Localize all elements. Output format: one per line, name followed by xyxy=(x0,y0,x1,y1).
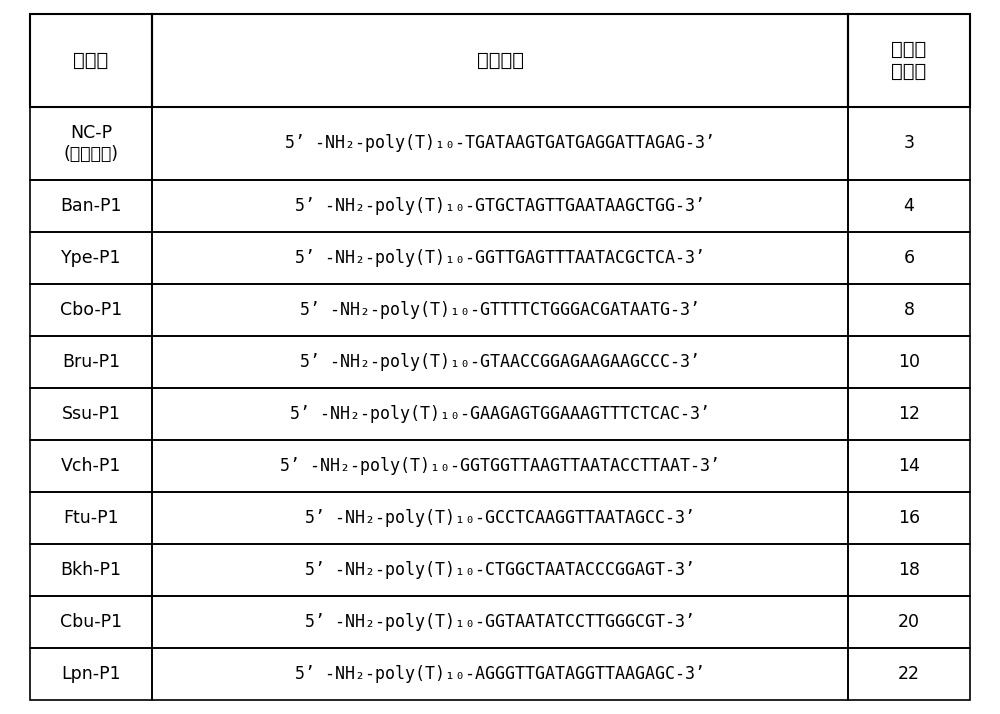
Text: 5’ -NH₂-poly(T)₁₀-GTGCTAGTTGAATAAGCTGG-3’: 5’ -NH₂-poly(T)₁₀-GTGCTAGTTGAATAAGCTGG-3… xyxy=(295,196,705,215)
Bar xyxy=(30,440,152,492)
Bar xyxy=(848,595,970,648)
Text: 10: 10 xyxy=(898,353,920,371)
Bar xyxy=(848,440,970,492)
Text: 5’ -NH₂-poly(T)₁₀-AGGGTTGATAGGTTAAGAGC-3’: 5’ -NH₂-poly(T)₁₀-AGGGTTGATAGGTTAAGAGC-3… xyxy=(295,665,705,683)
Text: 探针序列: 探针序列 xyxy=(477,51,524,70)
Bar xyxy=(30,180,152,231)
Bar xyxy=(848,492,970,543)
Text: 5’ -NH₂-poly(T)₁₀-TGATAAGTGATGAGGATTAGAG-3’: 5’ -NH₂-poly(T)₁₀-TGATAAGTGATGAGGATTAGAG… xyxy=(285,134,715,152)
Bar xyxy=(30,492,152,543)
Bar xyxy=(152,648,848,700)
Text: 5’ -NH₂-poly(T)₁₀-GTAACCGGAGAAGAAGCCC-3’: 5’ -NH₂-poly(T)₁₀-GTAACCGGAGAAGAAGCCC-3’ xyxy=(300,353,700,371)
Bar xyxy=(152,595,848,648)
Bar xyxy=(152,283,848,336)
Text: Bru-P1: Bru-P1 xyxy=(62,353,120,371)
Text: Lpn-P1: Lpn-P1 xyxy=(61,665,121,683)
Text: Ban-P1: Ban-P1 xyxy=(60,196,122,215)
Bar xyxy=(152,180,848,231)
Bar xyxy=(848,14,970,107)
Text: 14: 14 xyxy=(898,457,920,475)
Bar xyxy=(30,336,152,388)
Bar xyxy=(30,231,152,283)
Text: 5’ -NH₂-poly(T)₁₀-GGTTGAGTTTAATACGCTCA-3’: 5’ -NH₂-poly(T)₁₀-GGTTGAGTTTAATACGCTCA-3… xyxy=(295,248,705,266)
Bar xyxy=(152,492,848,543)
Text: 5’ -NH₂-poly(T)₁₀-CTGGCTAATACCCGGAGT-3’: 5’ -NH₂-poly(T)₁₀-CTGGCTAATACCCGGAGT-3’ xyxy=(305,560,695,578)
Text: Ype-P1: Ype-P1 xyxy=(61,248,121,266)
Bar xyxy=(152,336,848,388)
Text: 探针名: 探针名 xyxy=(73,51,109,70)
Bar xyxy=(152,14,848,107)
Bar xyxy=(30,14,152,107)
Text: Cbo-P1: Cbo-P1 xyxy=(60,301,122,318)
Text: 18: 18 xyxy=(898,560,920,578)
Bar xyxy=(30,648,152,700)
Text: 12: 12 xyxy=(898,405,920,423)
Bar xyxy=(848,283,970,336)
Text: 8: 8 xyxy=(903,301,914,318)
Text: Bkh-P1: Bkh-P1 xyxy=(61,560,122,578)
Text: 20: 20 xyxy=(898,613,920,630)
Text: 5’ -NH₂-poly(T)₁₀-GAAGAGTGGAAAGTTTCTCAC-3’: 5’ -NH₂-poly(T)₁₀-GAAGAGTGGAAAGTTTCTCAC-… xyxy=(290,405,710,423)
Text: 22: 22 xyxy=(898,665,920,683)
Bar xyxy=(152,107,848,180)
Text: Ftu-P1: Ftu-P1 xyxy=(63,508,119,527)
Text: 5’ -NH₂-poly(T)₁₀-GTTTTCTGGGACGATAATG-3’: 5’ -NH₂-poly(T)₁₀-GTTTTCTGGGACGATAATG-3’ xyxy=(300,301,700,318)
Text: 3: 3 xyxy=(903,134,914,152)
Text: NC-P
(阴性对照): NC-P (阴性对照) xyxy=(64,124,119,163)
Text: 5’ -NH₂-poly(T)₁₀-GCCTCAAGGTTAATAGCC-3’: 5’ -NH₂-poly(T)₁₀-GCCTCAAGGTTAATAGCC-3’ xyxy=(305,508,695,527)
Bar xyxy=(30,595,152,648)
Text: 4: 4 xyxy=(903,196,914,215)
Text: 5’ -NH₂-poly(T)₁₀-GGTAATATCCTTGGGCGT-3’: 5’ -NH₂-poly(T)₁₀-GGTAATATCCTTGGGCGT-3’ xyxy=(305,613,695,630)
Bar xyxy=(152,440,848,492)
Text: 5’ -NH₂-poly(T)₁₀-GGTGGTTAAGTTAATACCTTAAT-3’: 5’ -NH₂-poly(T)₁₀-GGTGGTTAAGTTAATACCTTAA… xyxy=(280,457,720,475)
Bar xyxy=(848,107,970,180)
Bar xyxy=(848,180,970,231)
Bar xyxy=(30,283,152,336)
Bar xyxy=(152,388,848,440)
Bar xyxy=(848,336,970,388)
Bar xyxy=(30,388,152,440)
Bar xyxy=(848,388,970,440)
Bar xyxy=(848,648,970,700)
Bar xyxy=(848,231,970,283)
Bar xyxy=(152,543,848,595)
Bar xyxy=(152,231,848,283)
Bar xyxy=(30,107,152,180)
Text: Ssu-P1: Ssu-P1 xyxy=(62,405,121,423)
Text: 对应的
原序列: 对应的 原序列 xyxy=(891,40,927,81)
Text: 16: 16 xyxy=(898,508,920,527)
Bar xyxy=(848,543,970,595)
Text: Vch-P1: Vch-P1 xyxy=(61,457,121,475)
Text: 6: 6 xyxy=(903,248,914,266)
Text: Cbu-P1: Cbu-P1 xyxy=(60,613,122,630)
Bar xyxy=(30,543,152,595)
